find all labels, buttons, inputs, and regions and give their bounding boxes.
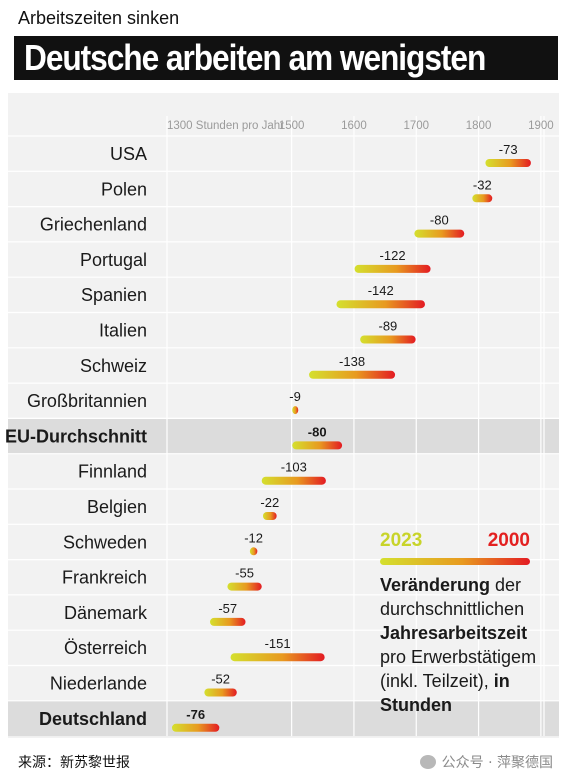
country-label: Schweden xyxy=(63,532,147,552)
country-label: Polen xyxy=(101,179,147,199)
bar xyxy=(336,300,425,309)
bar xyxy=(354,264,431,273)
bar xyxy=(204,688,237,697)
legend-from-year: 2023 xyxy=(380,530,423,551)
legend-gradient-bar xyxy=(380,558,530,565)
highlight-row xyxy=(8,700,559,737)
x-tick-label: 1500 xyxy=(279,120,305,132)
change-label: -151 xyxy=(265,636,291,651)
bar xyxy=(262,512,277,520)
change-label: -103 xyxy=(281,460,307,475)
change-label: -80 xyxy=(308,424,327,439)
bar xyxy=(292,406,299,415)
country-label: EU-Durchschnitt xyxy=(5,426,147,446)
change-label: -122 xyxy=(380,248,406,263)
country-label: Dänemark xyxy=(64,603,148,623)
legend-to-year: 2000 xyxy=(487,530,530,551)
bar xyxy=(292,441,343,450)
country-label: Schweiz xyxy=(80,356,147,376)
watermark: 公众号 · 萍聚德国 xyxy=(419,752,553,772)
change-label: -9 xyxy=(289,389,301,404)
country-label: USA xyxy=(110,144,147,164)
change-label: -73 xyxy=(499,142,518,157)
header: Arbeitszeiten sinken Deutsche arbeiten a… xyxy=(0,0,567,92)
change-label: -32 xyxy=(473,177,492,192)
source-note: 来源：新苏黎世报 xyxy=(18,755,130,771)
bar xyxy=(261,476,326,485)
country-label: Portugal xyxy=(80,250,147,270)
x-tick-label: 1700 xyxy=(403,120,429,132)
change-label: -57 xyxy=(218,601,237,616)
footer: 来源：新苏黎世报 公众号 · 萍聚德国 xyxy=(0,740,567,782)
legend-bold-jahresarbeitszeit: Jahresarbeitszeit xyxy=(380,623,528,643)
bar xyxy=(171,723,220,732)
country-label: Großbritannien xyxy=(27,391,147,411)
change-label: -22 xyxy=(260,495,279,510)
change-label: -80 xyxy=(430,213,449,228)
legend-text-2: pro Erwerbstätigem (inkl. Teilzeit), xyxy=(380,647,537,691)
legend-bold-in-stunden: in Stunden xyxy=(380,671,510,715)
change-label: -142 xyxy=(368,283,394,298)
watermark-text: 公众号 · 萍聚德国 xyxy=(441,755,553,771)
country-label: Spanien xyxy=(81,285,147,305)
country-label: Deutschland xyxy=(39,709,147,729)
bar xyxy=(230,653,325,662)
change-label: -12 xyxy=(244,530,263,545)
highlight-row xyxy=(8,418,559,454)
country-label: Griechenland xyxy=(40,215,147,235)
bar xyxy=(414,229,465,238)
legend-description: Veränderung der durchschnittlichen Jahre… xyxy=(380,573,550,717)
kicker: Arbeitszeiten sinken xyxy=(18,8,180,28)
change-label: -76 xyxy=(186,707,205,722)
legend-text-1: der durchschnittlichen xyxy=(380,575,525,619)
x-tick-label: 1800 xyxy=(466,120,492,132)
bar xyxy=(249,547,258,556)
change-label: -138 xyxy=(339,354,365,369)
bar xyxy=(227,582,262,591)
legend-bold-veraenderung: Veränderung xyxy=(380,575,491,595)
legend: 2023 2000 Veränderung der durchschnittli… xyxy=(380,530,550,717)
change-label: -52 xyxy=(211,672,230,687)
x-tick-label: 1300 Stunden pro Jahr xyxy=(167,120,284,132)
change-label: -89 xyxy=(379,319,398,334)
bar xyxy=(360,335,416,344)
wechat-icon xyxy=(419,755,436,769)
headline: Deutsche arbeiten am wenigsten xyxy=(24,37,486,78)
country-label: Niederlande xyxy=(50,674,147,694)
bar xyxy=(472,194,493,203)
country-label: Finnland xyxy=(78,462,147,482)
country-label: Österreich xyxy=(64,638,147,658)
x-tick-label: 1600 xyxy=(341,120,367,132)
bar xyxy=(209,617,246,626)
legend-years: 2023 2000 xyxy=(380,530,550,556)
bar xyxy=(485,159,531,167)
country-label: Belgien xyxy=(87,497,147,517)
headline-box: Deutsche arbeiten am wenigsten xyxy=(14,36,559,80)
change-label: -55 xyxy=(235,566,254,581)
country-label: Frankreich xyxy=(62,568,147,588)
country-label: Italien xyxy=(99,321,147,341)
bar xyxy=(309,370,396,379)
x-tick-label: 1900 xyxy=(528,120,554,132)
